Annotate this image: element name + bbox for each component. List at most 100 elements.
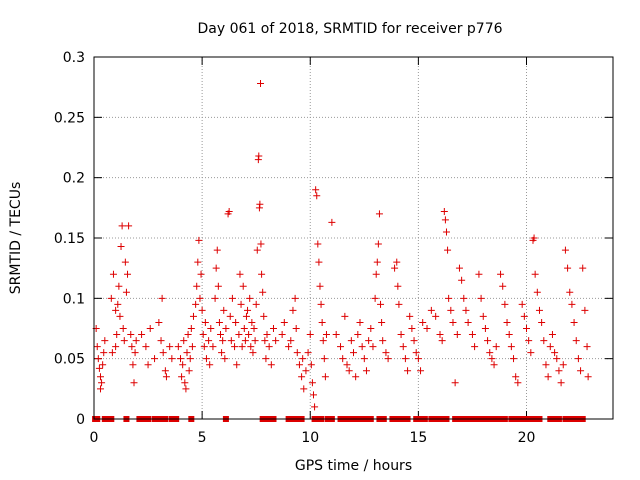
data-point bbox=[471, 343, 479, 351]
data-point bbox=[231, 343, 239, 351]
data-point bbox=[377, 300, 385, 308]
data-point bbox=[130, 379, 138, 387]
data-point bbox=[293, 349, 301, 357]
data-point bbox=[332, 331, 340, 339]
data-point bbox=[263, 331, 271, 339]
data-point bbox=[510, 355, 518, 363]
data-point bbox=[232, 318, 240, 326]
data-point bbox=[503, 318, 511, 326]
data-point bbox=[436, 331, 444, 339]
data-point bbox=[115, 282, 123, 290]
data-point bbox=[481, 325, 489, 332]
data-point bbox=[299, 355, 307, 363]
data-point bbox=[177, 355, 184, 363]
data-point bbox=[561, 246, 569, 254]
data-point bbox=[182, 385, 190, 393]
data-point bbox=[555, 367, 563, 375]
data-point bbox=[379, 337, 387, 345]
data-point bbox=[257, 240, 265, 248]
data-point bbox=[124, 270, 132, 278]
data-point bbox=[540, 337, 548, 345]
data-point bbox=[559, 361, 567, 369]
data-point bbox=[427, 306, 435, 314]
data-point bbox=[410, 337, 418, 345]
data-point bbox=[579, 264, 587, 272]
data-point bbox=[179, 361, 187, 369]
data-point bbox=[455, 264, 463, 272]
data-point bbox=[256, 200, 264, 208]
data-point bbox=[464, 318, 472, 326]
data-point bbox=[514, 379, 522, 387]
data-point bbox=[572, 337, 580, 345]
data-point bbox=[261, 337, 269, 345]
data-point bbox=[391, 264, 399, 272]
data-point bbox=[501, 300, 509, 308]
data-point bbox=[321, 373, 329, 381]
data-point bbox=[304, 349, 312, 357]
data-point bbox=[358, 343, 366, 351]
data-point bbox=[214, 282, 222, 290]
data-point bbox=[118, 222, 126, 230]
data-point bbox=[499, 282, 507, 290]
data-point bbox=[187, 325, 195, 332]
chart-title: Day 061 of 2018, SRMTID for receiver p77… bbox=[197, 21, 502, 37]
x-tick-label: 5 bbox=[198, 430, 207, 446]
data-point bbox=[312, 186, 320, 194]
data-point bbox=[146, 325, 154, 332]
data-point bbox=[531, 270, 539, 278]
data-point bbox=[382, 349, 390, 357]
data-point bbox=[311, 403, 319, 411]
data-point bbox=[535, 306, 543, 314]
data-point bbox=[228, 294, 236, 302]
data-point bbox=[423, 325, 431, 332]
y-tick-label: 0.25 bbox=[54, 110, 85, 126]
data-point bbox=[442, 228, 450, 236]
data-point bbox=[345, 367, 353, 375]
data-point bbox=[188, 343, 196, 351]
data-point bbox=[365, 337, 373, 345]
data-point bbox=[581, 306, 589, 314]
data-point bbox=[289, 306, 297, 314]
data-point bbox=[213, 246, 221, 254]
data-point bbox=[384, 355, 392, 363]
data-point bbox=[317, 300, 325, 308]
data-point bbox=[412, 349, 420, 357]
data-point bbox=[441, 216, 449, 224]
plot-frame bbox=[93, 56, 614, 420]
data-point bbox=[295, 361, 303, 369]
data-point bbox=[417, 367, 425, 375]
data-point bbox=[193, 282, 201, 290]
data-point bbox=[181, 379, 189, 387]
data-point bbox=[195, 236, 203, 244]
data-point bbox=[96, 385, 104, 393]
data-point bbox=[475, 270, 483, 278]
data-point bbox=[129, 361, 137, 369]
data-point bbox=[419, 318, 427, 326]
data-point bbox=[227, 337, 235, 345]
data-point bbox=[246, 294, 254, 302]
data-point bbox=[460, 294, 468, 302]
y-tick-label: 0.05 bbox=[54, 352, 85, 368]
data-point bbox=[205, 337, 213, 345]
data-point bbox=[112, 343, 120, 351]
y-tick-label: 0 bbox=[76, 412, 85, 428]
data-point bbox=[253, 246, 261, 254]
data-point bbox=[260, 312, 268, 320]
data-point bbox=[202, 355, 210, 363]
data-point bbox=[538, 318, 546, 326]
data-point bbox=[96, 373, 104, 381]
data-point bbox=[285, 343, 293, 351]
data-point bbox=[453, 331, 461, 339]
data-point bbox=[151, 355, 159, 363]
data-point bbox=[237, 300, 245, 308]
data-point bbox=[219, 337, 227, 345]
data-point bbox=[394, 282, 402, 290]
data-point bbox=[408, 325, 416, 332]
data-point bbox=[221, 355, 229, 363]
data-point bbox=[100, 349, 108, 357]
data-point bbox=[354, 331, 362, 339]
data-point bbox=[462, 306, 470, 314]
data-point bbox=[183, 349, 191, 357]
data-point bbox=[233, 361, 241, 369]
